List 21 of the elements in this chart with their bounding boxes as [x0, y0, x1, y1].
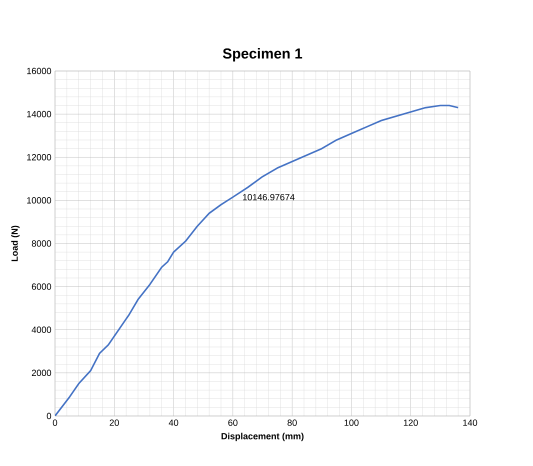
y-tick-label: 8000 [32, 240, 52, 247]
chart-title: Specimen 1 [222, 48, 302, 62]
y-tick-label: 14000 [27, 110, 52, 118]
annotation: 10146.97674 [243, 194, 295, 200]
x-tick-label: 120 [404, 420, 418, 426]
y-tick-label: 10000 [27, 197, 52, 204]
x-tick-label: 140 [463, 420, 478, 426]
y-tick-label: 12000 [27, 154, 52, 160]
y-tick-label: 0 [46, 412, 52, 420]
x-tick-label: 40 [168, 420, 178, 426]
y-tick-label: 16000 [27, 68, 52, 74]
y-tick-label: 4000 [32, 326, 52, 333]
y-tick-label: 2000 [32, 370, 52, 376]
x-tick-label: 80 [288, 420, 297, 426]
x-axis-title: Displacement (mm) [222, 432, 304, 442]
y-axis-title: Load (N) [11, 226, 20, 262]
x-tick-label: 0 [52, 420, 58, 426]
x-tick-label: 100 [344, 420, 359, 426]
y-tick-label: 6000 [32, 283, 52, 290]
x-tick-label: 20 [110, 420, 119, 426]
x-tick-label: 60 [228, 420, 238, 426]
